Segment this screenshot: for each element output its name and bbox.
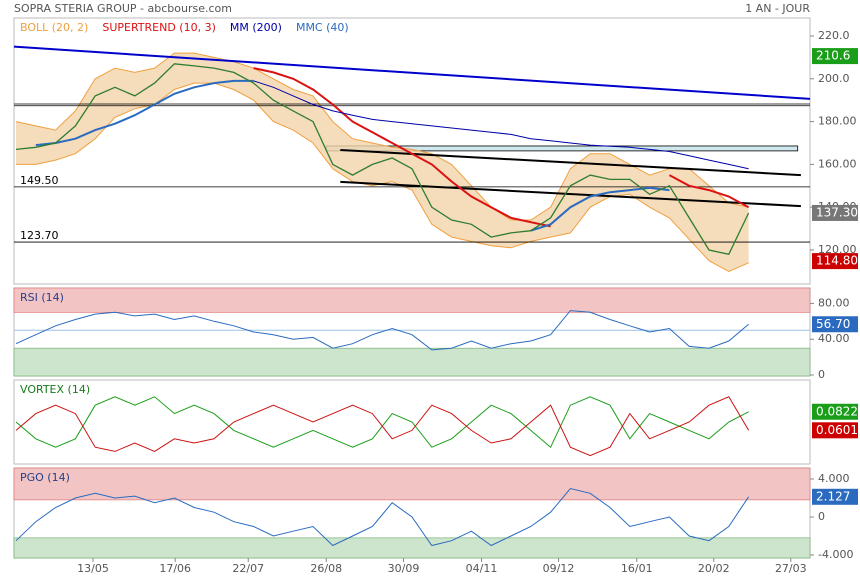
h-line-label: 123.70	[20, 229, 59, 242]
value-marker-label: 114.80	[816, 254, 858, 268]
y-tick-label: 200.0	[818, 72, 850, 85]
y-tick-label: 180.00	[818, 115, 857, 128]
legend-label: MM (200)	[230, 21, 282, 34]
band-low	[13, 537, 811, 559]
band-high	[13, 287, 811, 313]
x-tick-label: 30/09	[388, 562, 420, 575]
band-upper	[15, 52, 749, 221]
value-marker-label: 210.6	[816, 49, 850, 63]
value-marker	[812, 253, 858, 270]
h-line-label: 149.50	[20, 174, 59, 187]
y-tick-label: 0	[818, 510, 825, 523]
series-line	[35, 79, 670, 232]
value-marker	[812, 422, 858, 439]
y-tick-label: 120.00	[818, 243, 857, 256]
y-tick-label: 80.00	[818, 296, 850, 309]
x-tick-label: 16/01	[621, 562, 653, 575]
series-line	[15, 396, 750, 457]
value-marker	[812, 403, 858, 420]
legend-label: BOLL (20, 2)	[20, 21, 88, 34]
trend-line	[340, 180, 801, 208]
y-tick-label: 220.0	[818, 29, 850, 42]
value-marker	[812, 488, 858, 505]
chart-title: SOPRA STERIA GROUP - abcbourse.com	[14, 2, 232, 15]
legend-label: SUPERTREND (10, 3)	[102, 21, 216, 34]
value-marker-label: 56.70	[816, 317, 850, 331]
x-tick-label: 09/12	[543, 562, 575, 575]
panel-title: RSI (14)	[20, 291, 64, 304]
x-tick-label: 13/05	[77, 562, 109, 575]
band-low	[13, 347, 811, 377]
band-fill	[15, 53, 749, 272]
value-marker	[812, 204, 858, 221]
trend-line	[13, 45, 811, 100]
y-tick-label: 0	[818, 368, 825, 381]
period: 1 AN - JOUR	[745, 2, 810, 15]
x-tick-label: 26/08	[310, 562, 342, 575]
y-tick-label: 160.00	[818, 157, 857, 170]
series-line	[253, 80, 749, 170]
series-line	[253, 67, 750, 228]
value-marker-label: 2.127	[816, 489, 850, 503]
panel-title: VORTEX (14)	[20, 383, 90, 396]
value-marker-label: 137.30	[816, 205, 858, 219]
value-marker	[812, 316, 858, 333]
value-marker-label: 0.0601	[816, 423, 858, 437]
series-line	[15, 310, 749, 351]
trend-line	[340, 149, 801, 177]
y-tick-label: 4.000	[818, 472, 850, 485]
price-line	[15, 63, 750, 256]
legend-label: MMC (40)	[296, 21, 349, 34]
panel-title: PGO (14)	[20, 471, 70, 484]
x-tick-label: 20/02	[698, 562, 730, 575]
band-high	[13, 467, 811, 501]
x-tick-label: 17/06	[159, 562, 191, 575]
y-tick-label: 40.00	[818, 332, 850, 345]
x-tick-label: 27/03	[775, 562, 807, 575]
value-marker	[812, 48, 858, 65]
series-line	[15, 487, 750, 547]
y-tick-label: -4.000	[818, 548, 853, 561]
x-tick-label: 22/07	[232, 562, 264, 575]
x-tick-label: 04/11	[466, 562, 498, 575]
value-marker-label: 0.0822	[816, 404, 858, 418]
